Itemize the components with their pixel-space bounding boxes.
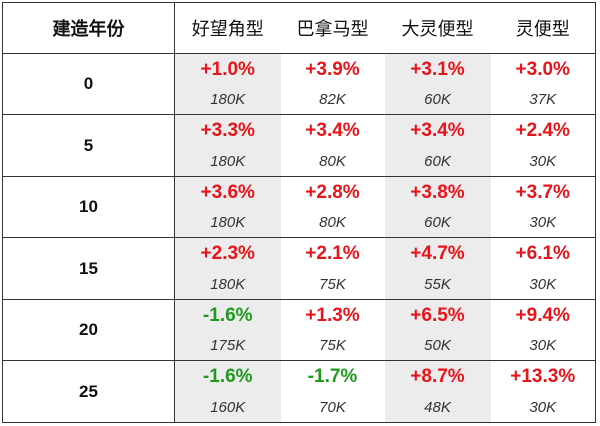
ship-price: 30K bbox=[490, 208, 596, 238]
change-percent: +13.3% bbox=[490, 360, 596, 393]
ship-price: 70K bbox=[280, 392, 385, 423]
year-cell: 10 bbox=[2, 175, 175, 239]
ship-price: 55K bbox=[384, 269, 491, 300]
header-year: 建造年份 bbox=[2, 2, 175, 54]
table-body: 0 +1.0% +3.9% +3.1% +3.0% 180K 82K 60K 37K 5 +3.3%… bbox=[2, 52, 596, 423]
year-cell: 5 bbox=[2, 114, 175, 177]
ship-price: 75K bbox=[280, 269, 385, 300]
change-percent: +1.3% bbox=[280, 298, 385, 332]
table-row: 180K 75K 55K 30K bbox=[3, 269, 596, 300]
ship-price: 180K bbox=[174, 269, 281, 300]
table-row: 0 +1.0% +3.9% +3.1% +3.0% bbox=[2, 52, 596, 116]
table-row: 180K 80K 60K 30K bbox=[3, 146, 596, 177]
ship-price: 80K bbox=[280, 208, 385, 238]
change-percent: +3.7% bbox=[490, 175, 596, 209]
change-percent: +4.7% bbox=[384, 237, 491, 270]
header-panamax: 巴拿马型 bbox=[280, 2, 385, 54]
change-percent: +2.8% bbox=[280, 175, 385, 209]
year-cell: 25 bbox=[2, 360, 175, 423]
ship-price: 75K bbox=[280, 331, 385, 361]
ship-price: 60K bbox=[384, 85, 491, 115]
year-cell: 0 bbox=[2, 52, 175, 116]
change-percent: +8.7% bbox=[384, 360, 491, 393]
change-percent: +3.3% bbox=[174, 114, 281, 147]
header-supramax: 大灵便型 bbox=[384, 2, 491, 54]
change-percent: -1.6% bbox=[174, 298, 281, 332]
change-percent: -1.6% bbox=[174, 360, 281, 393]
table-row: 20 -1.6% +1.3% +6.5% +9.4% bbox=[2, 298, 596, 362]
table-row: 10 +3.6% +2.8% +3.8% +3.7% bbox=[2, 175, 596, 239]
change-percent: +1.0% bbox=[174, 53, 281, 86]
ship-price: 180K bbox=[174, 85, 281, 115]
table-row: 180K 80K 60K 30K bbox=[3, 208, 596, 238]
ship-price-table: 建造年份 好望角型 巴拿马型 大灵便型 灵便型 0 +1.0% +3.9% +3.1%… bbox=[2, 2, 596, 423]
header-handysize: 灵便型 bbox=[490, 2, 596, 54]
ship-price: 48K bbox=[384, 392, 491, 423]
ship-price: 175K bbox=[174, 331, 281, 361]
ship-price: 180K bbox=[174, 146, 281, 177]
ship-price: 30K bbox=[490, 146, 596, 177]
change-percent: +3.9% bbox=[280, 53, 385, 86]
ship-price: 30K bbox=[490, 269, 596, 300]
change-percent: +6.5% bbox=[384, 298, 491, 332]
change-percent: -1.7% bbox=[280, 360, 385, 393]
table-row: 180K 82K 60K 37K bbox=[3, 85, 596, 115]
table-row: 15 +2.3% +2.1% +4.7% +6.1% bbox=[2, 237, 596, 300]
ship-price: 30K bbox=[490, 392, 596, 423]
year-cell: 20 bbox=[2, 298, 175, 362]
ship-price: 30K bbox=[490, 331, 596, 361]
change-percent: +9.4% bbox=[490, 298, 596, 332]
change-percent: +6.1% bbox=[490, 237, 596, 270]
ship-price: 180K bbox=[174, 208, 281, 238]
change-percent: +2.4% bbox=[490, 114, 596, 147]
year-cell: 15 bbox=[2, 237, 175, 300]
ship-price: 60K bbox=[384, 208, 491, 238]
ship-price: 60K bbox=[384, 146, 491, 177]
table-row: 160K 70K 48K 30K bbox=[3, 392, 596, 423]
table-row: 5 +3.3% +3.4% +3.4% +2.4% bbox=[2, 114, 596, 177]
change-percent: +3.4% bbox=[280, 114, 385, 147]
change-percent: +3.4% bbox=[384, 114, 491, 147]
table-row: 175K 75K 50K 30K bbox=[3, 331, 596, 361]
ship-price: 37K bbox=[490, 85, 596, 115]
ship-price: 50K bbox=[384, 331, 491, 361]
change-percent: +3.6% bbox=[174, 175, 281, 209]
ship-price: 82K bbox=[280, 85, 385, 115]
ship-price: 160K bbox=[174, 392, 281, 423]
ship-price: 80K bbox=[280, 146, 385, 177]
header-capesize: 好望角型 bbox=[174, 2, 281, 54]
table-row: 25 -1.6% -1.7% +8.7% +13.3% bbox=[2, 360, 596, 423]
change-percent: +2.1% bbox=[280, 237, 385, 270]
change-percent: +3.1% bbox=[384, 53, 491, 86]
change-percent: +2.3% bbox=[174, 237, 281, 270]
change-percent: +3.0% bbox=[490, 53, 596, 86]
change-percent: +3.8% bbox=[384, 175, 491, 209]
table-header-row: 建造年份 好望角型 巴拿马型 大灵便型 灵便型 bbox=[2, 2, 596, 54]
